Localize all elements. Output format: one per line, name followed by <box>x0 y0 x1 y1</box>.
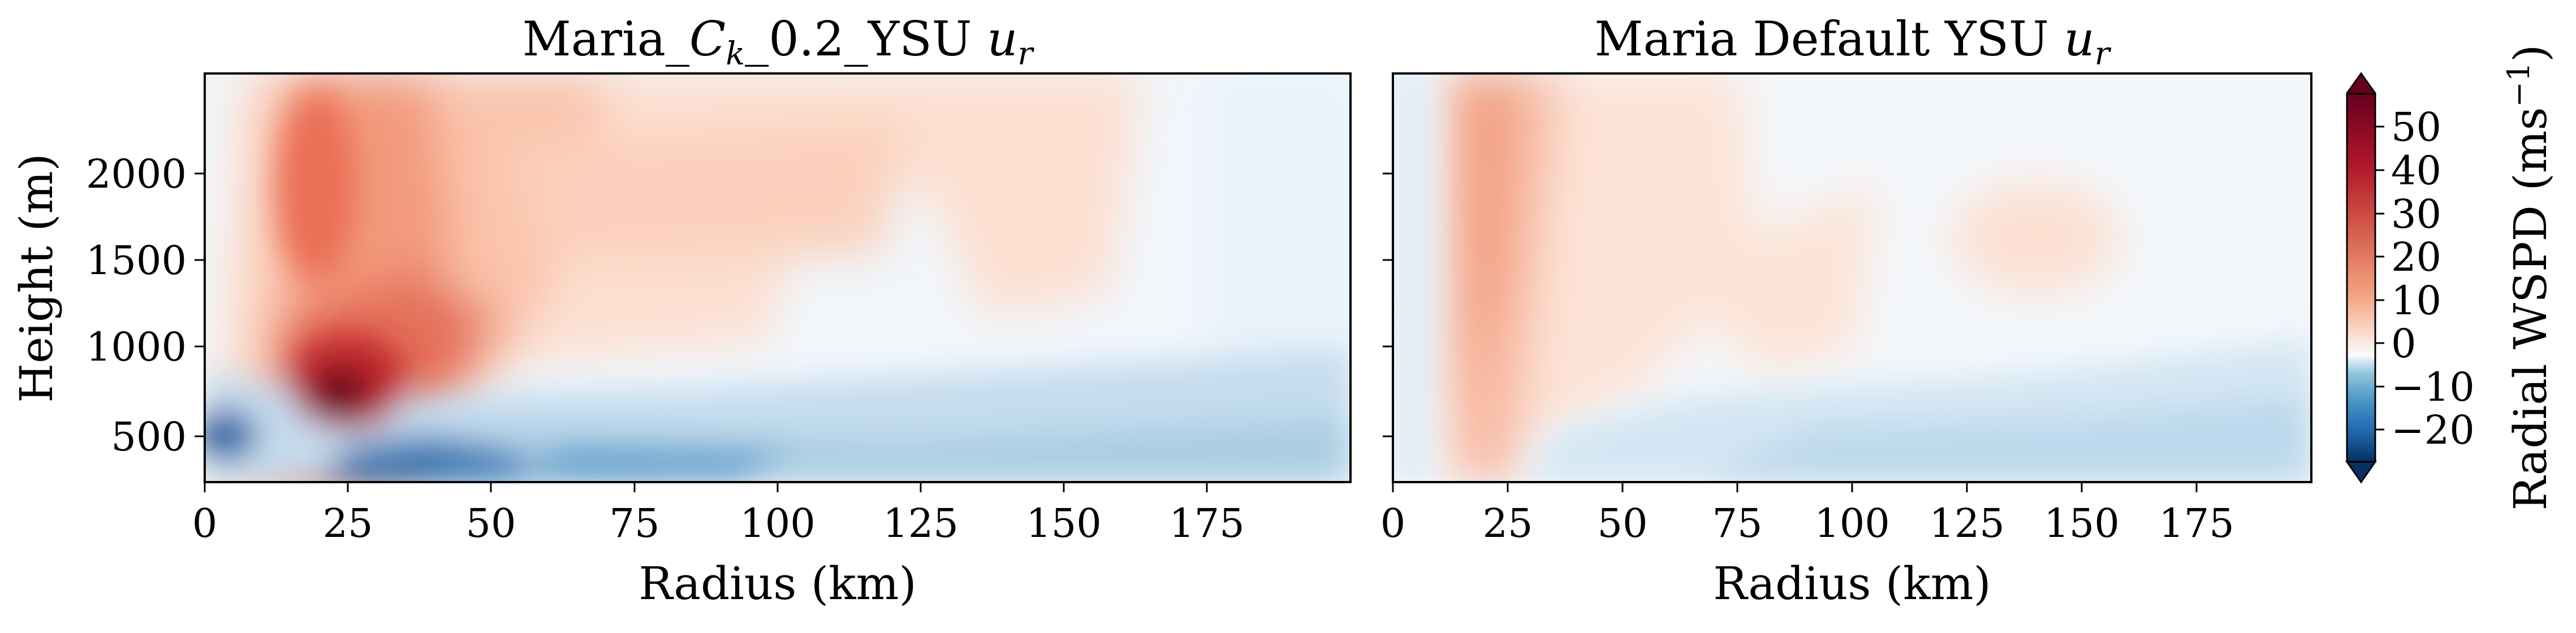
x-tick-label: 175 <box>2159 500 2234 547</box>
colorbar-label: Radial WSPD (ms−1) <box>2501 45 2557 511</box>
colorbar-tick-labels: 50 40 30 20 10 0 −10 −20 <box>2391 104 2475 453</box>
right-x-ticks <box>1392 482 2198 492</box>
left-y-ticks <box>195 172 205 437</box>
colorbar-tick-label: −20 <box>2391 407 2475 453</box>
right-panel: Maria Default YSU ur <box>1380 11 2312 610</box>
right-y-ticks <box>1383 172 1393 437</box>
right-x-tick-labels: 0 25 50 75 100 125 150 175 <box>1380 500 2234 547</box>
x-tick-label: 50 <box>1597 500 1647 547</box>
colorbar-tick-label: 20 <box>2391 234 2441 280</box>
right-panel-title: Maria Default YSU ur <box>1595 11 2112 72</box>
left-x-tick-labels: 0 25 50 75 100 125 150 175 <box>192 500 1245 547</box>
colorbar-top-extension <box>2346 72 2376 95</box>
x-tick-label: 125 <box>1929 500 2005 547</box>
x-tick-label: 0 <box>192 500 218 547</box>
left-x-axis-label: Radius (km) <box>638 557 916 610</box>
left-y-tick-labels: 500 1000 1500 2000 <box>86 151 187 460</box>
x-tick-label: 100 <box>1814 500 1890 547</box>
colorbar-tick-label: 30 <box>2391 191 2441 237</box>
colorbar-tick-label: −10 <box>2391 364 2475 410</box>
left-y-axis-label: Height (m) <box>10 153 63 402</box>
colorbar-tick-label: 40 <box>2391 148 2441 194</box>
x-tick-label: 175 <box>1169 500 1245 547</box>
x-tick-label: 50 <box>465 500 516 547</box>
colorbar-ticks <box>2375 125 2384 431</box>
y-tick-label: 1500 <box>86 237 187 284</box>
x-tick-label: 100 <box>740 500 815 547</box>
left-panel: Maria_Ck_0.2_YSU ur <box>10 11 1352 610</box>
x-tick-label: 150 <box>1026 500 1102 547</box>
left-panel-title: Maria_Ck_0.2_YSU ur <box>523 11 1035 72</box>
colorbar-tick-label: 10 <box>2391 278 2441 324</box>
colorbar-bar <box>2346 93 2376 463</box>
left-heatmap <box>205 73 1350 482</box>
x-tick-label: 150 <box>2044 500 2120 547</box>
y-tick-label: 2000 <box>86 151 187 197</box>
colorbar-tick-label: 50 <box>2391 104 2441 150</box>
colorbar-tick-label: 0 <box>2391 320 2417 367</box>
y-tick-label: 500 <box>111 414 187 460</box>
colorbar-bottom-extension <box>2345 461 2377 484</box>
x-tick-label: 75 <box>609 500 659 547</box>
x-tick-label: 125 <box>883 500 959 547</box>
y-tick-label: 1000 <box>86 324 187 370</box>
left-x-ticks <box>204 482 1208 492</box>
colorbar: 50 40 30 20 10 0 −10 −20 Radial WSPD (ms… <box>2345 45 2557 511</box>
right-heatmap <box>1393 73 2311 482</box>
right-x-axis-label: Radius (km) <box>1713 557 1991 610</box>
x-tick-label: 25 <box>322 500 373 547</box>
x-tick-label: 0 <box>1380 500 1406 547</box>
x-tick-label: 25 <box>1482 500 1533 547</box>
x-tick-label: 75 <box>1712 500 1762 547</box>
